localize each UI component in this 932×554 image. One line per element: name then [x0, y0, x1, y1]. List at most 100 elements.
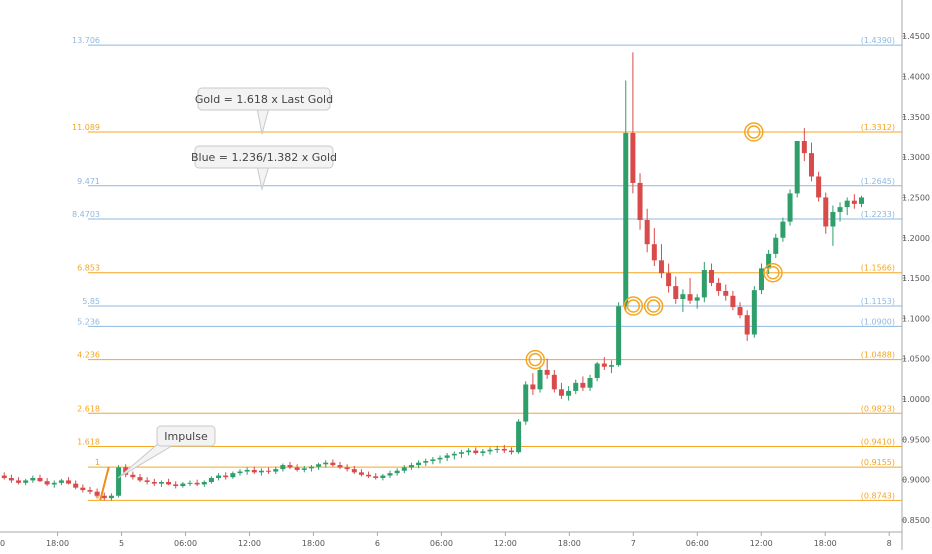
candle-body: [758, 268, 764, 291]
candle-body: [16, 480, 22, 483]
candle-body: [373, 476, 379, 478]
candle-body: [401, 467, 407, 471]
candle-body: [580, 382, 586, 388]
candle-body: [208, 477, 214, 483]
candle-body: [287, 465, 293, 468]
markers: [99, 122, 783, 501]
candle-body: [337, 465, 343, 468]
level-circle-inner: [646, 299, 661, 313]
candle-body: [773, 237, 779, 254]
level-circle-outer: [525, 349, 545, 370]
candle-body: [480, 451, 486, 453]
candle-body: [166, 482, 172, 485]
level-circle-inner: [766, 265, 780, 280]
candle-body: [144, 480, 150, 483]
candle-body: [630, 132, 636, 183]
candle-body: [530, 384, 536, 390]
candle-body: [594, 363, 600, 379]
fib-value-label: (0.9410): [861, 438, 895, 447]
candle-body: [394, 470, 400, 474]
candle-body: [794, 141, 800, 194]
candle-body: [201, 482, 207, 485]
candle-body: [237, 471, 243, 474]
candle-body: [44, 481, 50, 485]
candle-body: [73, 483, 79, 488]
candle-body: [508, 450, 514, 453]
candle-body: [416, 462, 422, 466]
candle-body: [601, 363, 607, 367]
level-circle-outer: [623, 296, 644, 316]
candle-body: [551, 374, 557, 390]
candle-body: [837, 207, 843, 212]
candle-body: [173, 484, 179, 487]
candle-body: [301, 468, 307, 470]
y-tick-label: 1.1000: [902, 314, 930, 323]
gold-callout-text: Gold = 1.618 x Last Gold: [195, 93, 333, 106]
blue-callout-text: Blue = 1.236/1.382 x Gold: [191, 151, 337, 164]
candle-body: [101, 495, 107, 499]
candle-body: [851, 200, 857, 204]
candle-body: [444, 455, 450, 458]
x-tick-label: 6: [375, 539, 380, 548]
fib-ratio-label: 1.618: [77, 438, 100, 447]
y-tick-label: 0.8500: [902, 516, 930, 525]
candle-body: [730, 295, 736, 308]
fib-ratio-label: 5.85: [82, 297, 100, 306]
candle-body: [273, 469, 279, 472]
candle-body: [523, 384, 529, 422]
candle-body: [723, 290, 729, 296]
candle-body: [501, 448, 507, 451]
candle-body: [537, 369, 543, 390]
candle-body: [566, 390, 572, 396]
candle-body: [744, 315, 750, 335]
candle-body: [158, 482, 164, 484]
candle-body: [258, 470, 264, 473]
candle-body: [66, 480, 72, 484]
y-tick-label: 1.0000: [902, 395, 930, 404]
level-circle-inner: [528, 352, 542, 367]
x-tick-label: 8: [887, 539, 892, 548]
candle-body: [487, 449, 493, 452]
fib-ratio-label: 9.471: [77, 177, 100, 186]
candle-body: [801, 141, 807, 154]
candle-body: [180, 483, 186, 487]
candle-body: [316, 464, 322, 467]
y-tick-label: 1.2500: [902, 193, 930, 202]
level-circle-inner: [626, 299, 641, 313]
candle-body: [351, 469, 357, 473]
candle-body: [680, 294, 686, 300]
x-tick-label: 06:00: [686, 539, 709, 548]
fib-value-label: (0.8743): [861, 491, 895, 500]
y-tick-label: 1.1500: [902, 274, 930, 283]
candle-body: [858, 197, 864, 204]
candle-body: [666, 273, 672, 287]
candle-body: [344, 467, 350, 470]
x-tick-label: 06:00: [430, 539, 453, 548]
x-tick-label: 18:00: [814, 539, 837, 548]
candle-body: [644, 220, 650, 245]
candle-body: [844, 200, 850, 208]
candle-body: [308, 466, 314, 469]
x-tick-label: 18:00: [302, 539, 325, 548]
fib-value-label: (1.2645): [861, 177, 895, 186]
fib-value-label: (0.9823): [861, 404, 895, 413]
fib-value-label: (1.4390): [861, 36, 895, 45]
candle-body: [787, 193, 793, 222]
candle-body: [408, 465, 414, 468]
x-tick-label: 12:00: [750, 539, 773, 548]
candle-body: [130, 474, 136, 478]
candle-body: [587, 378, 593, 388]
y-tick-label: 1.3000: [902, 153, 930, 162]
candle-body: [737, 307, 743, 316]
candle-body: [280, 465, 286, 470]
candle-body: [87, 490, 93, 492]
x-tick-label: 12:00: [494, 539, 517, 548]
level-circle-outer: [763, 262, 783, 283]
candle-body: [116, 467, 122, 496]
level-circle-inner: [747, 125, 761, 139]
candle-body: [494, 448, 500, 450]
fib-ratio-label: 1: [95, 458, 100, 467]
